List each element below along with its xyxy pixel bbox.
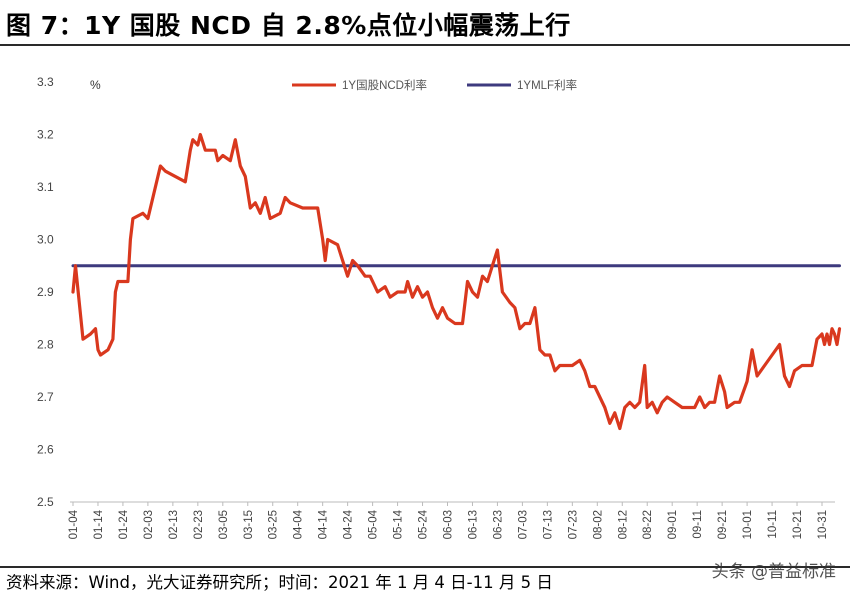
x-tick-label: 10-31 [817,510,829,539]
legend: 1Y国股NCD利率 1YMLF利率 [292,78,577,92]
y-tick-label: 3.3 [37,75,54,89]
y-tick-label: 2.5 [37,495,54,509]
y-tick-label: 3.0 [37,233,54,247]
y-tick-label: 3.1 [37,180,54,194]
title-divider [0,44,850,46]
x-tick-label: 05-24 [418,509,430,539]
x-tick-label: 06-23 [492,510,504,539]
x-tick-label: 01-24 [118,509,130,539]
x-tick-label: 07-23 [567,510,579,539]
x-tick-label: 08-12 [617,510,629,539]
x-tick-label: 02-03 [143,510,155,539]
watermark: 头条 @普益标准 [711,562,836,582]
x-tick-label: 09-21 [717,510,729,539]
x-tick-label: 06-13 [467,510,479,539]
x-tick-label: 06-03 [443,510,455,539]
x-tick-label: 10-21 [792,510,804,539]
y-tick-label: 3.2 [37,128,54,142]
x-tick-label: 02-23 [193,510,205,539]
y-tick-label: 2.8 [37,338,54,352]
x-tick-label: 08-22 [642,510,654,539]
x-tick-label: 09-11 [692,510,704,539]
x-tick-label: 04-14 [318,509,330,539]
ncd-rate-line [71,132,842,431]
x-tick-label: 05-04 [368,509,380,539]
x-tick-label: 03-15 [243,510,255,539]
x-tick-label: 01-04 [68,509,80,539]
y-tick-label: 2.7 [37,390,54,404]
y-axis: 3.3 3.2 3.1 3.0 2.9 2.8 2.7 2.6 2.5 [37,75,54,509]
x-tick-label: 03-05 [218,510,230,539]
x-tick-label: 03-25 [268,510,280,539]
line-chart: 3.33.23.13.02.92.82.72.62.5 01-04 01-14 01… [37,75,842,539]
x-tick-label: 04-04 [293,509,305,539]
x-tick-label: 05-14 [393,509,405,539]
x-tick-label: 02-13 [168,510,180,539]
series-layer [71,132,842,431]
x-tick-label: 04-24 [343,509,355,539]
y-tick-label: 2.9 [37,285,54,299]
legend-label: 1Y国股NCD利率 [342,78,427,92]
x-tick-label: 09-01 [667,510,679,539]
x-tick-label: 01-14 [93,509,105,539]
x-tick-label: 08-02 [592,510,604,539]
figure-title: 图 7：1Y 国股 NCD 自 2.8%点位小幅震荡上行 [6,11,571,40]
legend-label: 1YMLF利率 [517,78,577,92]
x-tick-label: 07-03 [517,510,529,539]
source-note: 资料来源：Wind，光大证券研究所；时间：2021 年 1 月 4 日-11 月… [6,573,553,592]
x-axis: 01-04 01-14 01-24 02-03 02-13 02-23 03-05 03-15… [68,501,835,539]
x-tick-label: 10-01 [742,510,754,539]
x-tick-label: 10-11 [767,510,779,539]
y-tick-label: 2.6 [37,443,54,457]
footer-divider [0,566,850,568]
x-tick-label: 07-13 [542,510,554,539]
unit-label: % [90,78,101,92]
